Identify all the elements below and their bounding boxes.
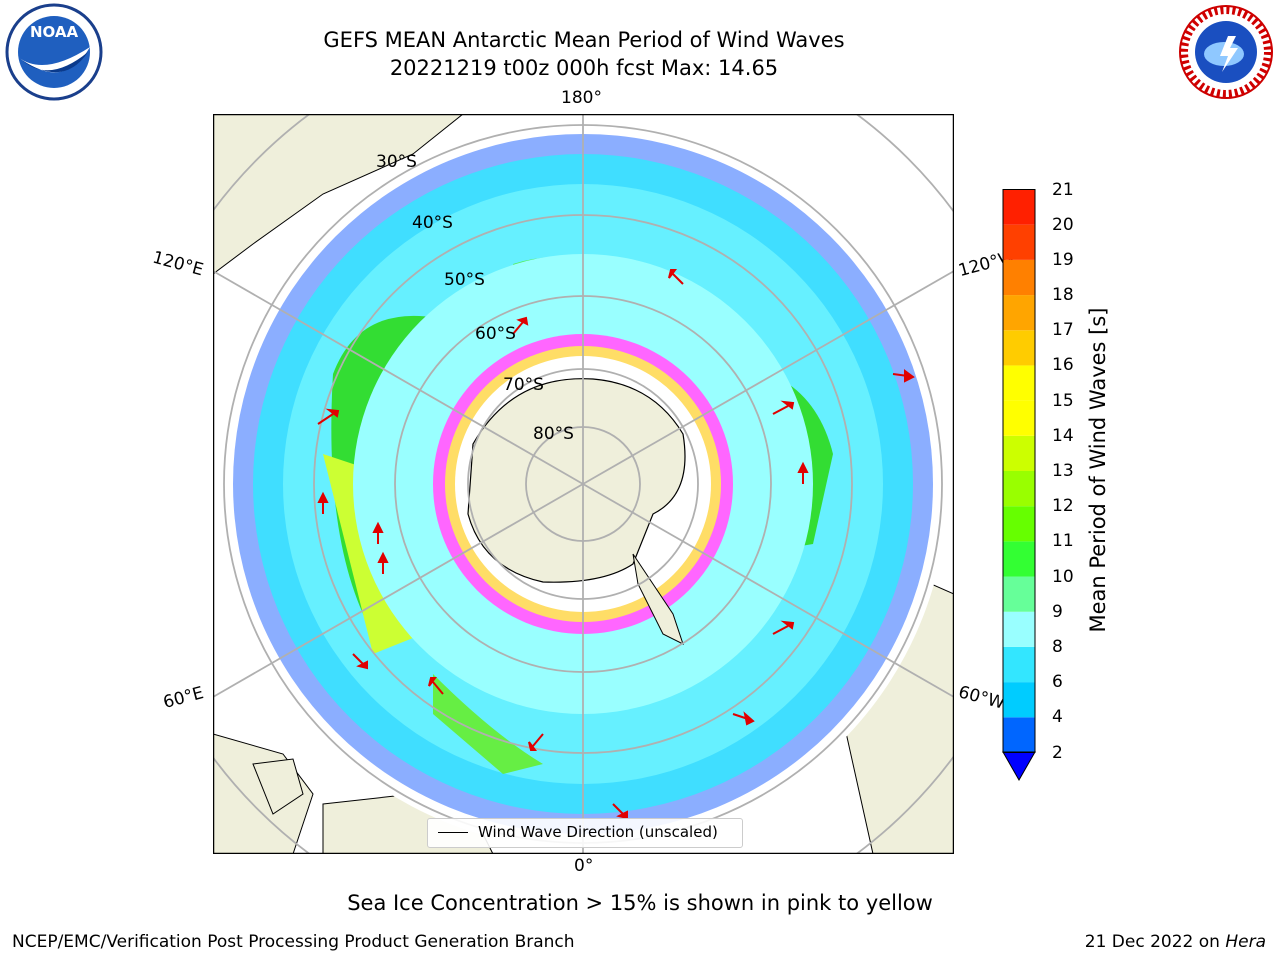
colorbar-tick-label: 21 (1052, 179, 1074, 200)
footer-branch: NCEP/EMC/Verification Post Processing Pr… (12, 932, 575, 952)
colorbar-segment (1003, 682, 1035, 718)
colorbar-segment (1003, 189, 1035, 225)
colorbar-tick-label: 4 (1052, 707, 1063, 728)
colorbar-segment (1003, 576, 1035, 612)
colorbar-tick-label: 11 (1052, 531, 1074, 552)
colorbar-tick-label: 20 (1052, 214, 1074, 235)
colorbar-tick-label: 9 (1052, 601, 1063, 622)
colorbar-segment (1003, 717, 1035, 753)
colorbar-tick-label: 10 (1052, 566, 1074, 587)
footer-date: 21 Dec 2022 on Hera (1085, 932, 1266, 952)
colorbar-tick-label: 15 (1052, 390, 1074, 411)
lon-label-0: 0° (574, 856, 594, 876)
lon-label-180: 180° (561, 88, 602, 108)
lat-label-70s: 70°S (503, 375, 544, 395)
lat-label-30s: 30°S (376, 152, 417, 172)
map-legend: Wind Wave Direction (unscaled) (427, 818, 743, 848)
lat-label-40s: 40°S (412, 213, 453, 233)
wind-wave-arrows (317, 269, 915, 820)
colorbar-tick-label: 17 (1052, 320, 1074, 341)
land-australia (213, 114, 464, 275)
colorbar-tick-label: 16 (1052, 355, 1074, 376)
colorbar-segment (1003, 611, 1035, 647)
colorbar-label: Mean Period of Wind Waves [s] (1086, 307, 1110, 633)
colorbar-segment (1003, 506, 1035, 542)
colorbar-tick-label: 6 (1052, 672, 1063, 693)
lon-label-60w: 60°W (956, 682, 1007, 714)
nws-logo-icon (1179, 5, 1273, 99)
colorbar-segment (1003, 435, 1035, 471)
chart-subtitle: 20221219 t00z 000h fcst Max: 14.65 (389, 56, 779, 80)
legend-text: Wind Wave Direction (unscaled) (478, 823, 718, 841)
chart-title: GEFS MEAN Antarctic Mean Period of Wind … (323, 28, 845, 52)
lat-label-60s: 60°S (475, 324, 516, 344)
colorbar-tick-label: 2 (1052, 742, 1063, 763)
footer-host: Hera (1225, 932, 1266, 952)
lon-label-120e: 120°E (150, 247, 206, 281)
colorbar-under-triangle (1002, 751, 1036, 781)
colorbar-segment (1003, 400, 1035, 436)
colorbar-segment (1003, 330, 1035, 366)
colorbar-segment (1003, 224, 1035, 260)
colorbar-tick-label: 13 (1052, 461, 1074, 481)
colorbar-tick-label: 14 (1052, 425, 1074, 446)
lat-label-50s: 50°S (444, 270, 485, 290)
colorbar-tick-label: 8 (1052, 636, 1063, 657)
colorbar-segment (1003, 365, 1035, 401)
colorbar-segment (1003, 259, 1035, 296)
noaa-logo-text: NOAA (30, 23, 79, 41)
sea-ice-note: Sea Ice Concentration > 15% is shown in … (347, 891, 933, 915)
colorbar-segment (1003, 541, 1035, 577)
colorbar-segment (1003, 295, 1035, 331)
land-madagascar (252, 758, 304, 815)
land-antarctic-peninsula (632, 553, 684, 645)
colorbar-segment (1003, 471, 1035, 507)
colorbar (1002, 189, 1036, 781)
colorbar-tick-label: 18 (1052, 285, 1074, 306)
lon-label-60e: 60°E (161, 683, 206, 713)
colorbar-segment (1003, 646, 1035, 683)
colorbar-tick-label: 12 (1052, 496, 1074, 517)
polar-map (213, 114, 954, 854)
lat-label-80s: 80°S (533, 424, 574, 444)
colorbar-tick-label: 19 (1052, 249, 1074, 270)
noaa-logo-icon: NOAA (5, 3, 103, 101)
footer-date-text: 21 Dec 2022 on (1084, 932, 1226, 952)
legend-line-icon (438, 832, 468, 833)
